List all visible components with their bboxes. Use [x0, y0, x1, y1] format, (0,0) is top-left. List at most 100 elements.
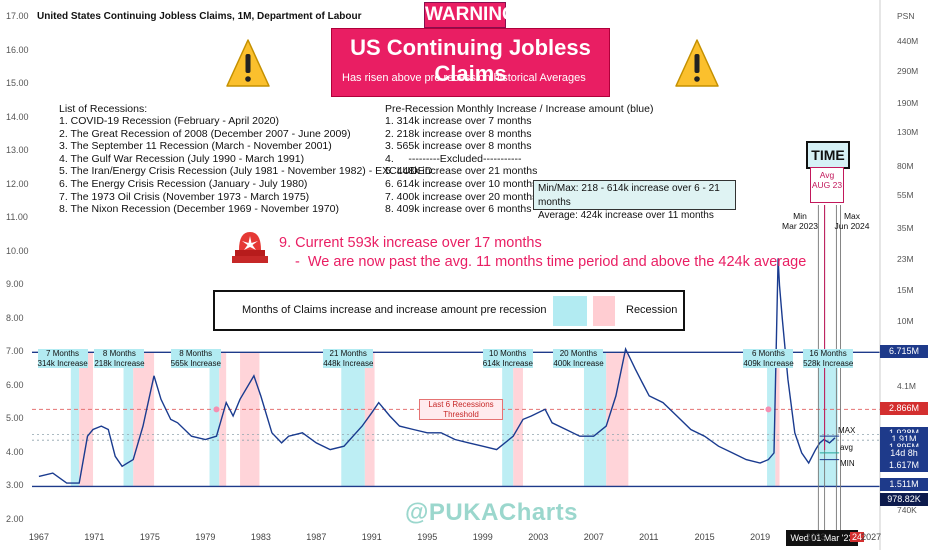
banner-title: US Continuing Jobless Claims — [350, 35, 591, 86]
right-price-tag: 978.82K — [880, 492, 928, 506]
y-tick-label: 10.00 — [6, 245, 29, 256]
right-tick-label: 80M — [897, 161, 914, 171]
y-tick-label: 6.00 — [6, 379, 24, 390]
recession-item: 6. The Energy Crisis Recession (January … — [59, 177, 308, 190]
y-tick-label: 16.00 — [6, 44, 29, 55]
right-tick-label: 740K — [897, 505, 917, 515]
recession-band — [79, 352, 94, 487]
recession-list: 1. COVID-19 Recession (February - April … — [59, 115, 432, 216]
x-tick-label: 1999 — [472, 532, 493, 542]
y-tick-label: 12.00 — [6, 178, 29, 189]
right-tick-label: 190M — [897, 98, 919, 108]
y-tick-label: 3.00 — [6, 480, 24, 491]
x-tick-label: 1979 — [195, 532, 216, 542]
right-tick-label: 4.1M — [897, 381, 916, 391]
x-tick-label: 2003 — [528, 532, 549, 542]
y-tick-label: 9.00 — [6, 279, 24, 290]
crosshair-date-label: Wed 01 Mar '23 — [786, 530, 858, 546]
increase-item: 6. 614k increase over 10 months — [385, 177, 538, 190]
period-label: 8 Months 565k Increase — [170, 349, 221, 368]
min-max-line: Min/Max: 218 - 614k increase over 6 - 21… — [538, 183, 720, 208]
increase-list: 1. 314k increase over 7 months 2. 218k in… — [385, 115, 537, 216]
recession-band — [775, 352, 780, 487]
max-tag: MAX — [838, 426, 856, 435]
recession-band — [513, 352, 523, 487]
recession-item: 2. The Great Recession of 2008 (December… — [59, 127, 351, 140]
x-tick-label: 2019 — [750, 532, 771, 542]
y-tick-label: 14.00 — [6, 111, 29, 122]
current-increase-note: 9. Current 593k increase over 17 months — [279, 235, 542, 251]
x-tick-label: 1975 — [139, 532, 160, 542]
chart-legend: Months of Claims increase and increase a… — [213, 290, 685, 331]
period-label: 21 Months 448k Increase — [323, 349, 374, 368]
pre-recession-band — [502, 352, 514, 487]
watermark: @PUKACharts — [405, 499, 578, 526]
claims-series-line — [38, 258, 836, 484]
right-price-tag: 1.511M — [880, 477, 928, 491]
right-tick-label: 15M — [897, 285, 914, 295]
period-label: 8 Months 218k Increase — [94, 349, 145, 368]
y-tick-label: 13.00 — [6, 145, 29, 156]
right-tick-label: 440M — [897, 36, 919, 46]
pre-recession-band — [583, 352, 607, 487]
recession-band — [133, 352, 155, 487]
legend-increase-swatch — [553, 296, 587, 326]
x-tick-label: 1967 — [28, 532, 49, 542]
min-marker-label: Min Mar 2023 — [778, 211, 822, 231]
legend-recession-label: Recession — [626, 304, 678, 316]
recession-band — [240, 352, 260, 487]
y-tick-label: 11.00 — [6, 212, 28, 223]
avg-date: AUG 23 — [811, 180, 843, 190]
y-tick-label: 5.00 — [6, 413, 24, 424]
period-label: 20 Months 400k Increase — [553, 349, 604, 368]
pre-recession-band — [341, 352, 365, 487]
y-tick-label: 4.00 — [6, 446, 24, 457]
threshold-label: Last 6 Recessions Threshold — [419, 399, 503, 420]
recession-item: 1. COVID-19 Recession (February - April … — [59, 115, 280, 127]
right-tick-label: 55M — [897, 190, 914, 200]
right-price-tag: 1.617M — [880, 459, 928, 473]
recession-band — [219, 352, 227, 487]
recession-item: 4. The Gulf War Recession (July 1990 - M… — [59, 152, 305, 165]
legend-recession-swatch — [593, 296, 615, 326]
currency-label: PSN — [897, 11, 915, 21]
increase-item: 1. 314k increase over 7 months — [385, 115, 532, 127]
right-tick-label: 35M — [897, 223, 914, 233]
title-banner: US Continuing Jobless Claims Has risen a… — [331, 28, 610, 97]
y-tick-label: 2.00 — [6, 514, 24, 524]
period-label: 16 Months 528k Increase — [803, 349, 854, 368]
right-price-tag: 14d 8h — [880, 446, 928, 460]
x-tick-label: 2011 — [639, 532, 659, 542]
recession-band — [364, 352, 375, 487]
current-increase-subnote: - We are now past the avg. 11 months tim… — [295, 254, 807, 270]
max-marker-label: Max Jun 2024 — [830, 211, 874, 231]
threshold-marker — [765, 406, 772, 413]
increase-item: 5. 448k increase over 21 months — [385, 165, 538, 178]
threshold-marker — [213, 406, 220, 413]
x-tick-label: 1987 — [306, 532, 327, 542]
period-label: 7 Months 314k Increase — [37, 349, 88, 368]
right-tick-label: 130M — [897, 127, 919, 137]
warning-badge: WARNING — [424, 2, 517, 28]
avg-label: Avg — [819, 170, 835, 180]
recession-band — [606, 352, 629, 487]
partial-x-tick: 24 — [850, 532, 865, 542]
x-tick-label: 2007 — [583, 532, 604, 542]
x-tick-label: 2015 — [694, 532, 715, 542]
pre-recession-band — [818, 352, 838, 487]
max-label: Max — [843, 211, 861, 221]
x-tick-label: 1991 — [361, 532, 382, 542]
y-tick-label: 8.00 — [6, 312, 24, 323]
x-tick-label: 1983 — [250, 532, 271, 542]
recession-item: 3. The September 11 Recession (March - N… — [59, 140, 332, 153]
pre-recession-band — [123, 352, 134, 487]
pre-recession-band — [70, 352, 80, 487]
recession-list-title: List of Recessions: — [59, 103, 148, 115]
pre-recession-band — [767, 352, 776, 487]
right-tick-label: 23M — [897, 254, 914, 264]
right-tick-label: 10M — [897, 316, 914, 326]
min-max-box: Min/Max: 218 - 614k increase over 6 - 21… — [533, 180, 736, 221]
increase-item: 3. 565k increase over 8 months — [385, 140, 532, 153]
increase-item: 7. 400k increase over 20 months — [385, 190, 538, 203]
